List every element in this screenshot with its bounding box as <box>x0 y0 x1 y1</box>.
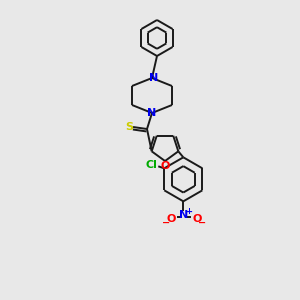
Text: −: − <box>198 218 206 228</box>
Text: O: O <box>167 214 176 224</box>
Text: N: N <box>147 108 157 118</box>
Text: N: N <box>149 73 159 83</box>
Text: −: − <box>162 218 170 228</box>
Text: N: N <box>179 210 188 220</box>
Text: Cl: Cl <box>145 160 157 170</box>
Text: O: O <box>193 214 202 224</box>
Text: +: + <box>185 207 192 216</box>
Text: S: S <box>125 122 133 132</box>
Text: O: O <box>160 161 170 171</box>
